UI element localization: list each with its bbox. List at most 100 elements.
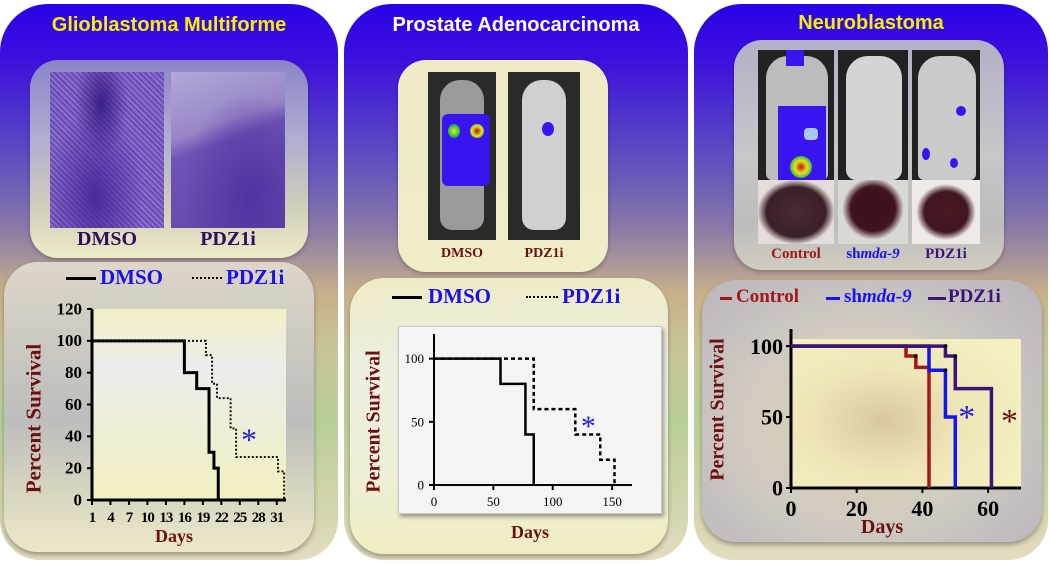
significance-asterisk: *: [581, 410, 596, 443]
survival-chart-box: DMSO PDZ1i Percent Survival 0 50 100 150 0 50…: [350, 278, 668, 554]
legend-solid-line: [66, 277, 96, 280]
panel-neuroblastoma: Neuroblastoma Control shmda-9 PDZ1i: [694, 4, 1048, 560]
image-label-shmda9-prefix: sh: [846, 246, 861, 262]
legend-label-pdz1i: PDZ1i: [226, 265, 285, 289]
histology-image-box: DMSO PDZ1i: [30, 60, 308, 258]
panel-title: Prostate Adenocarcinoma: [392, 14, 640, 36]
survival-chart-box: Control shmda-9 PDZ1i Percent Survival 0…: [702, 280, 1042, 542]
legend-line-pdz1i: [928, 297, 946, 300]
legend-label-dmso: DMSO: [428, 284, 491, 308]
image-label-pdz1i: PDZ1i: [925, 246, 967, 262]
x-tick-label: 4: [107, 510, 115, 526]
x-tick-label: 19: [196, 510, 210, 526]
y-tick-label: 0: [418, 478, 425, 493]
survival-chart-neuroblastoma: 0 20 40 60 0 50 100 * *: [750, 329, 1021, 521]
legend-dotted-line: [192, 277, 222, 279]
survival-curve-dmso: [434, 357, 535, 485]
y-tick-label: 100: [405, 351, 425, 366]
significance-asterisk: *: [241, 421, 257, 457]
survival-chart-box: DMSO PDZ1i Percent Survival 1 4 7 10 13 16 19 2…: [4, 262, 314, 552]
legend-label-pdz1i: PDZ1i: [562, 284, 621, 308]
bli-image-pdz1i: [508, 72, 580, 240]
bli-image-control: [758, 50, 834, 180]
panel-title: Glioblastoma Multiforme: [51, 14, 287, 36]
legend-line-shmda9: [826, 297, 840, 300]
chart-legend: DMSO PDZ1i: [62, 265, 312, 289]
y-tick-label: 60: [65, 395, 82, 414]
image-label-pdz1i: PDZ1i: [524, 246, 564, 261]
survival-chart-prostate: 0 50 100 150 0 50 100 *: [405, 334, 632, 509]
y-tick-label: 50: [411, 414, 424, 429]
panel-title: Neuroblastoma: [798, 12, 944, 34]
y-tick-label: 100: [750, 334, 783, 359]
y-tick-label: 100: [57, 331, 83, 350]
x-tick-label: 50: [487, 494, 500, 509]
x-tick-label: 0: [786, 496, 797, 521]
tumor-photo-shmda9: [838, 180, 908, 244]
x-axis-label: Days: [154, 526, 193, 546]
image-label-dmso: DMSO: [77, 228, 137, 250]
chart-frame: [398, 326, 662, 514]
survival-curve-pdz1i: [434, 357, 616, 485]
x-tick-label: 7: [126, 510, 134, 526]
x-tick-label: 22: [215, 510, 229, 526]
censor-mark: [943, 368, 948, 373]
x-tick-label: 40: [911, 496, 933, 521]
x-axis-label: Days: [510, 522, 549, 542]
survival-chart-gbm: 1 4 7 10 13 16 19 22 25 28 31 0 20 40 60 80 100 120 *: [57, 299, 286, 526]
y-tick-label: 120: [57, 299, 83, 318]
significance-asterisk-shmda9: *: [958, 399, 975, 436]
x-tick-label: 28: [252, 510, 266, 526]
x-axis-label: Days: [860, 516, 904, 538]
tumor-photo-pdz1i: [912, 180, 980, 244]
bli-image-dmso: [428, 72, 496, 240]
legend-label-shmda9: shmda-9: [844, 286, 912, 308]
censor-mark: [914, 354, 918, 358]
chart-legend: Control shmda-9 PDZ1i: [716, 286, 1036, 308]
legend-label-dmso: DMSO: [100, 265, 163, 289]
image-label-dmso: DMSO: [441, 246, 483, 261]
x-tick-label: 1: [89, 510, 96, 526]
significance-asterisk-pdz1i: *: [1001, 403, 1018, 440]
legend-label-pdz1i: PDZ1i: [948, 286, 1001, 307]
y-tick-label: 80: [65, 363, 82, 382]
bli-image-shmda9: [838, 50, 908, 180]
chart-legend: DMSO PDZ1i: [390, 284, 660, 308]
censor-mark: [953, 354, 958, 358]
tumor-photo-control: [758, 180, 834, 244]
legend-solid-line: [392, 296, 422, 299]
panel-prostate: Prostate Adenocarcinoma DMSO PDZ1i DMSO …: [344, 4, 688, 560]
x-tick-label: 16: [178, 510, 193, 526]
imaging-box: Control shmda-9 PDZ1i: [734, 40, 1004, 270]
histology-image-pdz1i: [171, 72, 285, 228]
x-tick-label: 0: [431, 494, 438, 509]
image-label-shmda9: shmda-9: [834, 246, 912, 263]
censor-mark: [943, 344, 948, 348]
x-tick-label: 150: [602, 494, 622, 509]
x-tick-label: 20: [846, 496, 868, 521]
x-tick-label: 60: [977, 496, 999, 521]
y-tick-label: 50: [761, 405, 783, 430]
x-tick-label: 100: [543, 494, 563, 509]
legend-line-control: [720, 297, 732, 300]
histology-image-dmso: [50, 72, 164, 228]
y-tick-label: 0: [772, 476, 783, 501]
survival-curve-dmso: [92, 339, 220, 500]
bli-image-box: DMSO PDZ1i: [398, 60, 608, 272]
x-tick-label: 10: [141, 510, 155, 526]
y-tick-label: 20: [65, 458, 82, 477]
y-tick-label: 0: [74, 490, 83, 509]
bli-image-pdz1i: [912, 50, 980, 180]
legend-label-shmda9-prefix: sh: [844, 286, 862, 307]
panel-glioblastoma: Glioblastoma Multiforme DMSO PDZ1i DMSO …: [0, 4, 338, 560]
y-tick-label: 40: [65, 427, 82, 446]
plot-area: [791, 339, 1021, 488]
image-label-pdz1i: PDZ1i: [200, 228, 256, 250]
image-label-control: Control: [771, 246, 821, 262]
x-tick-label: 25: [233, 510, 247, 526]
legend-label-control: Control: [736, 286, 799, 307]
image-label-shmda9-gene: mda-9: [860, 246, 900, 262]
legend-label-shmda9-gene: mda-9: [861, 286, 912, 307]
x-tick-label: 31: [270, 510, 284, 526]
x-tick-label: 13: [159, 510, 173, 526]
